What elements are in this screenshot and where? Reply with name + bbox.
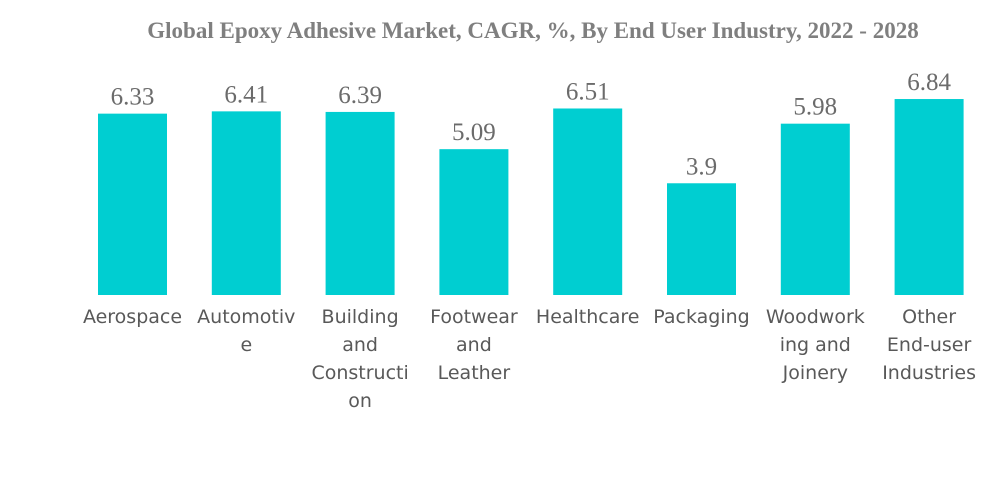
bar-automotive [211,111,281,295]
data-label-automotive: 6.41 [224,81,268,108]
x-tick-label-line: Healthcare [536,306,640,328]
x-tick-label-woodworking-and-joinery: Woodwork ing and Joinery [766,306,865,384]
x-tick-label-line: Constructi [311,362,408,384]
x-tick-label-healthcare: Healthcare [536,306,640,328]
data-label-healthcare: 6.51 [566,78,610,105]
x-tick-label-line: Industries [882,362,976,384]
bar-building-and-construction [325,111,395,295]
data-label-woodworking-and-joinery: 5.98 [793,94,837,121]
x-tick-label-line: Other [902,306,956,328]
x-tick-label-line: ing and [780,334,851,356]
x-tick-label-line: on [348,390,372,412]
x-tick-label-aerospace: Aerospace [83,306,182,328]
x-tick-label-line: and [342,334,378,356]
x-axis-labels-group: Aerospace Automotiv e Building and Constructi… [83,306,976,412]
data-label-building-and-construction: 6.39 [338,82,382,109]
x-tick-label-line: Leather [438,362,511,384]
data-label-aerospace: 6.33 [111,84,155,111]
bar-woodworking-and-joinery [780,123,850,295]
x-tick-label-line: End-user [887,334,972,356]
x-tick-label-footwear-and-leather: Footwear and Leather [430,306,518,384]
x-tick-label-line: and [456,334,492,356]
data-label-footwear-and-leather: 5.09 [452,119,496,146]
bar-footwear-and-leather [439,149,509,295]
x-tick-label-line: e [240,334,252,356]
data-label-other-end-user-industries: 6.84 [907,69,951,96]
chart-title: Global Epoxy Adhesive Market, CAGR, %, B… [147,18,918,43]
x-tick-label-other-end-user-industries: Other End-user Industries [882,306,976,384]
x-tick-label-line: Aerospace [83,306,182,328]
x-tick-label-packaging: Packaging [653,306,749,328]
x-tick-label-line: Footwear [430,306,518,328]
bar-healthcare [553,108,623,296]
x-tick-label-automotive: Automotiv e [197,306,295,356]
x-tick-label-line: Packaging [653,306,749,328]
bars-group [98,99,964,296]
x-tick-label-line: Woodwork [766,306,865,328]
x-tick-label-building-and-construction: Building and Constructi on [311,306,408,412]
bar-other-end-user-industries [894,99,964,295]
bar-aerospace [98,113,167,295]
data-labels-group: 6.33 6.41 6.39 5.09 6.51 3.9 5.98 6.84 [111,69,952,180]
bar-packaging [667,183,736,295]
x-tick-label-line: Automotiv [197,306,295,328]
x-tick-label-line: Building [322,306,399,328]
x-tick-label-line: Joinery [782,362,848,384]
data-label-packaging: 3.9 [686,153,717,180]
